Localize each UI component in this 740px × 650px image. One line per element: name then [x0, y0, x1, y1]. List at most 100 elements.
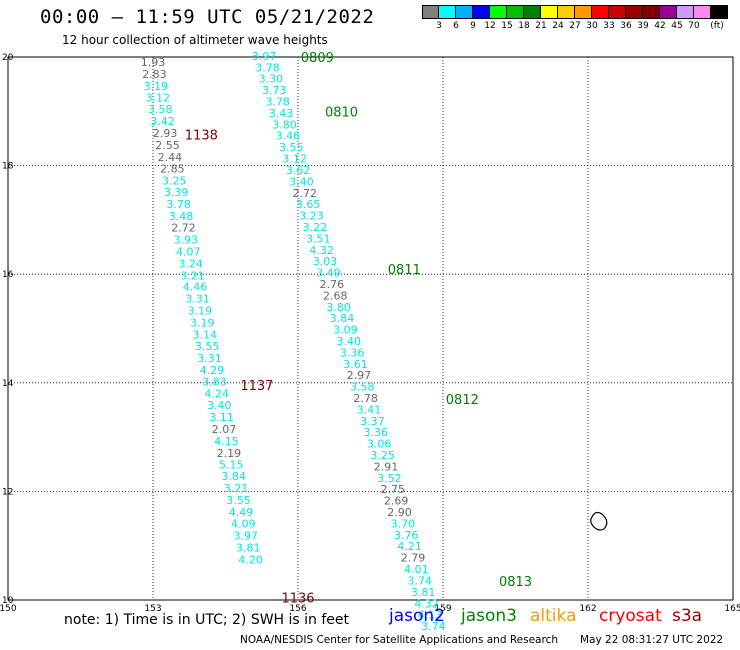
wave-height-value: 3.43: [269, 107, 294, 120]
scale-swatch: [626, 5, 643, 19]
wave-height-value: 2.44: [158, 151, 183, 164]
lat-tick-label: 16: [2, 270, 14, 280]
wave-height-value: 3.74: [421, 620, 446, 633]
wave-height-value: 3.55: [226, 494, 251, 507]
wave-height-value: 3.37: [360, 415, 385, 428]
wave-height-value: 3.30: [259, 73, 284, 86]
wave-height-value: 3.36: [340, 346, 365, 359]
wave-height-value: 3.81: [236, 541, 261, 554]
scale-swatch: [524, 5, 541, 19]
scale-label: 45: [671, 21, 683, 31]
wave-height-value: 4.20: [238, 553, 263, 566]
wave-height-value: 3.74: [408, 574, 433, 587]
wave-height-value: 5.15: [219, 458, 244, 471]
wave-height-value: 2.85: [160, 162, 185, 175]
wave-height-value: 3.19: [144, 80, 169, 93]
pass-time-label: 0812: [446, 393, 479, 408]
scale-label: 21: [535, 21, 547, 31]
wave-height-value: 3.03: [313, 255, 338, 268]
pass-time-label: 0809: [301, 51, 334, 66]
wave-height-value: 2.83: [142, 68, 167, 81]
scale-swatch: [473, 5, 490, 19]
wave-height-value: 3.84: [330, 312, 355, 325]
wave-height-value: 1.93: [141, 56, 166, 69]
scale-swatch: [575, 5, 592, 19]
lat-tick-label: 14: [2, 379, 14, 389]
lon-tick-label: 150: [0, 604, 17, 614]
axis-tick-labels: 150 153 156 159 162 165 10 12 14 16 18 20: [0, 53, 740, 614]
scale-label: 42: [654, 21, 666, 31]
scale-swatch: [541, 5, 558, 19]
scale-label: 24: [552, 21, 564, 31]
scale-label: 15: [501, 21, 513, 31]
lon-tick-label: 162: [579, 604, 596, 614]
scale-swatch: [677, 5, 694, 19]
map-frame: [7, 56, 734, 601]
wave-height-value: 3.22: [303, 221, 328, 234]
wave-height-value: 2.78: [353, 392, 378, 405]
scale-label: (ft): [710, 21, 724, 31]
wave-height-value: 3.80: [272, 118, 297, 131]
pass-time-label: 0813: [499, 575, 532, 590]
pass-time-label: 1137: [240, 379, 273, 394]
lat-tick-label: 12: [2, 487, 13, 497]
scale-swatch: [439, 5, 456, 19]
wave-height-value: 3.93: [174, 233, 199, 246]
wave-height-value: 4.29: [200, 364, 225, 377]
wave-height-value: 2.90: [387, 506, 412, 519]
pass-time-label: 0810: [325, 105, 358, 120]
scale-label: 70: [688, 21, 700, 31]
wave-height-value: 3.61: [343, 358, 368, 371]
island-outline: [590, 511, 608, 531]
wave-height-value: 3.25: [162, 174, 187, 187]
track-1136-1138: 1.932.833.193.123.583.422.932.552.442.85…: [141, 56, 315, 606]
wave-height-value: 4.01: [404, 563, 429, 576]
legend-cryosat: cryosat: [599, 606, 662, 626]
scale-swatch: [643, 5, 660, 19]
wave-height-value: 3.84: [221, 470, 246, 483]
scale-swatch: [711, 5, 728, 19]
wave-height-value: 4.15: [214, 435, 239, 448]
pass-time-label: 1138: [185, 129, 218, 144]
wave-height-value: 3.49: [316, 267, 341, 280]
wave-height-value: 2.19: [217, 447, 242, 460]
wave-height-value: 4.21: [397, 540, 422, 553]
wave-height-value: 4.32: [309, 244, 334, 257]
wave-height-value: 2.55: [155, 139, 180, 152]
pass-time-label: 1136: [281, 591, 314, 606]
scale-swatch: [507, 5, 524, 19]
lat-tick-label: 18: [2, 162, 14, 172]
scale-swatch: [558, 5, 575, 19]
wave-height-value: 3.14: [192, 328, 217, 341]
wave-height-value: 3.58: [148, 103, 173, 116]
wave-height-value: 3.83: [202, 376, 227, 389]
lon-tick-label: 159: [434, 604, 451, 614]
scale-label: 27: [569, 21, 581, 31]
scale-swatch: [609, 5, 626, 19]
scale-label: 12: [484, 21, 496, 31]
wave-height-value: 2.75: [380, 483, 405, 496]
wave-height-value: 3.25: [370, 449, 395, 462]
lon-tick-label: 165: [724, 604, 740, 614]
wave-height-value: 4.07: [176, 245, 201, 258]
wave-height-value: 3.23: [299, 210, 324, 223]
wave-height-value: 3.48: [169, 210, 194, 223]
wave-height-value: 3.21: [224, 482, 249, 495]
wave-height-value: 3.46: [276, 130, 301, 143]
wave-height-value: 3.80: [326, 301, 351, 314]
altimeter-tracks: 1.932.833.193.123.583.422.932.552.442.85…: [141, 50, 532, 633]
wave-height-value: 3.62: [286, 164, 311, 177]
wave-height-value: 2.76: [320, 278, 345, 291]
wave-height-value: 3.97: [234, 529, 259, 542]
wave-height-value: 4.46: [183, 281, 208, 294]
scale-label: 30: [586, 21, 598, 31]
wave-height-value: 3.58: [350, 381, 375, 394]
map-grid: [7, 56, 734, 601]
legend-jason3: jason3: [461, 606, 517, 626]
scale-label: 3: [436, 21, 442, 31]
wave-height-value: 3.36: [364, 426, 389, 439]
scale-label: 6: [453, 21, 459, 31]
scale-swatch: [694, 5, 711, 19]
wave-height-value: 3.24: [178, 257, 203, 270]
